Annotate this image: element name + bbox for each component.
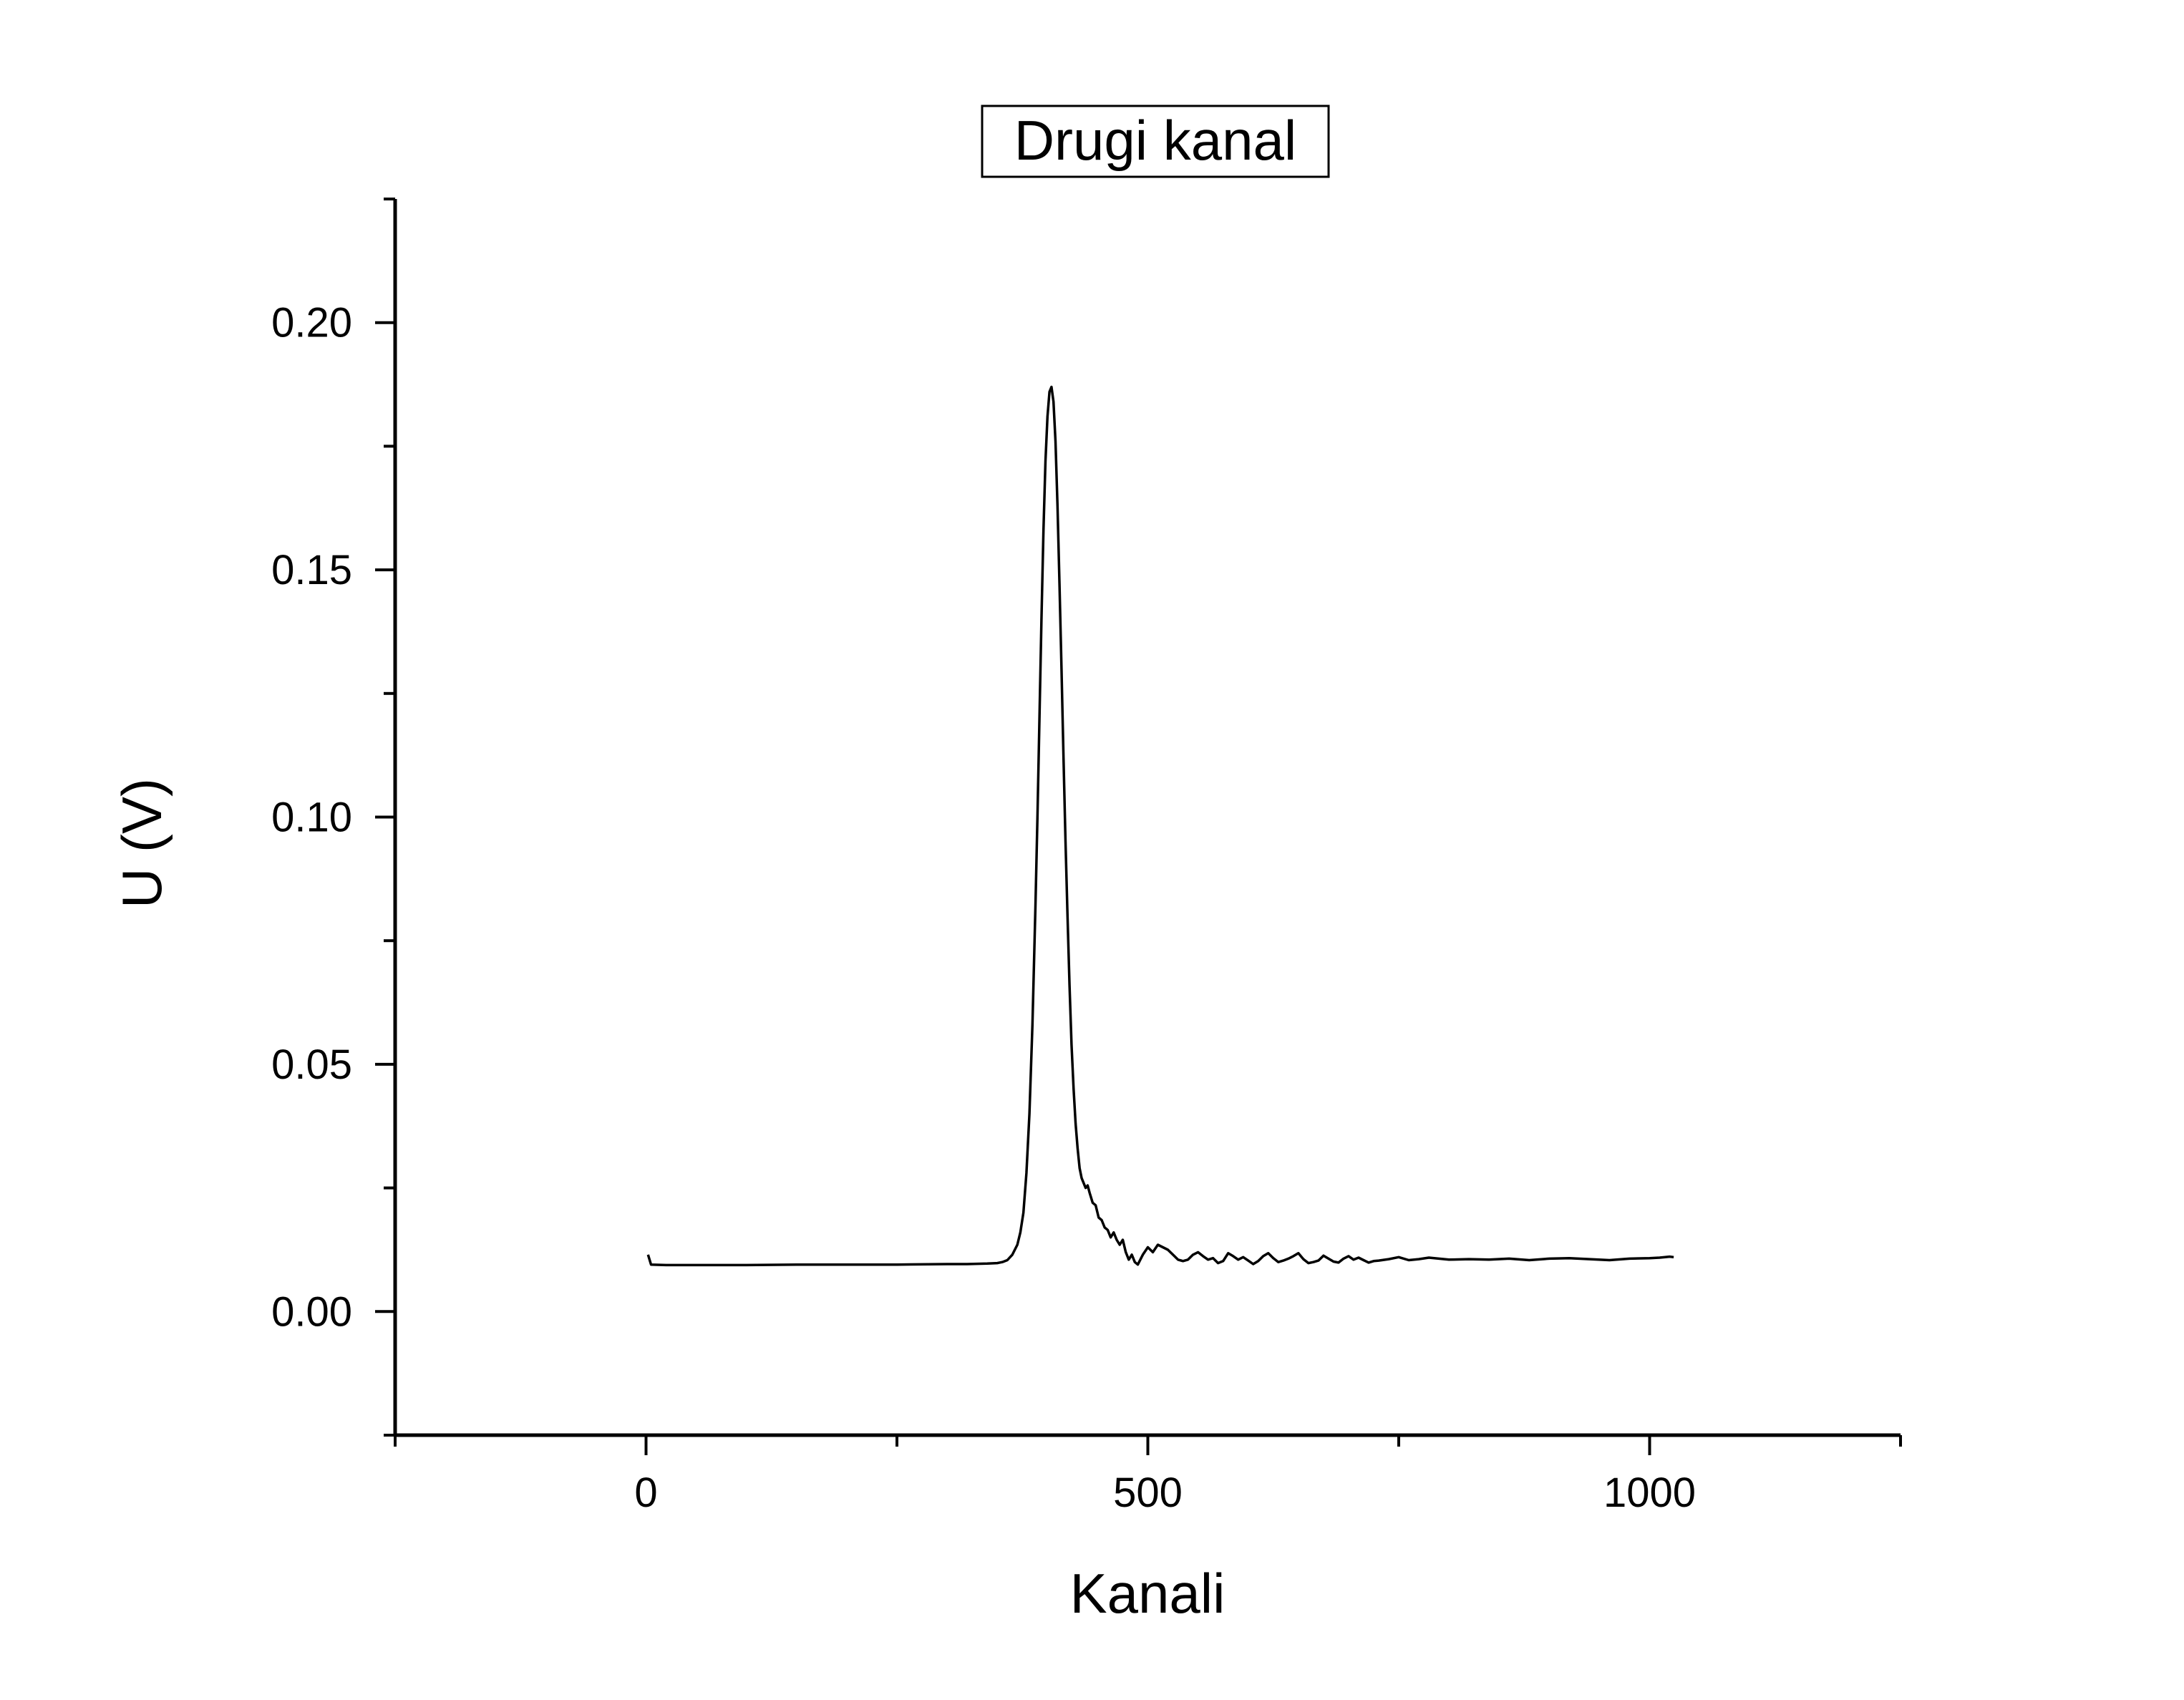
x-tick-label: 500: [1113, 1470, 1183, 1516]
series-line: [646, 385, 1674, 1267]
chart-title-group: Drugi kanal: [981, 105, 1330, 178]
x-tick-label: 0: [634, 1470, 657, 1516]
y-axis-ticks: 0.00 0.05 0.10 0.15 0.20: [271, 198, 395, 1437]
y-tick-label: 0.00: [271, 1288, 352, 1335]
y-axis-title: U (V): [110, 778, 173, 908]
y-tick-label: 0.05: [271, 1041, 352, 1088]
x-axis-ticks: 0 500 1000: [394, 1435, 1902, 1516]
plot-area: [646, 385, 1674, 1267]
x-axis-title: Kanali: [1070, 1562, 1226, 1625]
chart-title-box: [981, 105, 1330, 178]
x-tick-label: 1000: [1603, 1470, 1696, 1516]
chart-title: Drugi kanal: [1014, 109, 1297, 172]
y-tick-label: 0.15: [271, 547, 352, 593]
y-tick-label: 0.10: [271, 795, 352, 841]
y-tick-label: 0.20: [271, 300, 352, 346]
